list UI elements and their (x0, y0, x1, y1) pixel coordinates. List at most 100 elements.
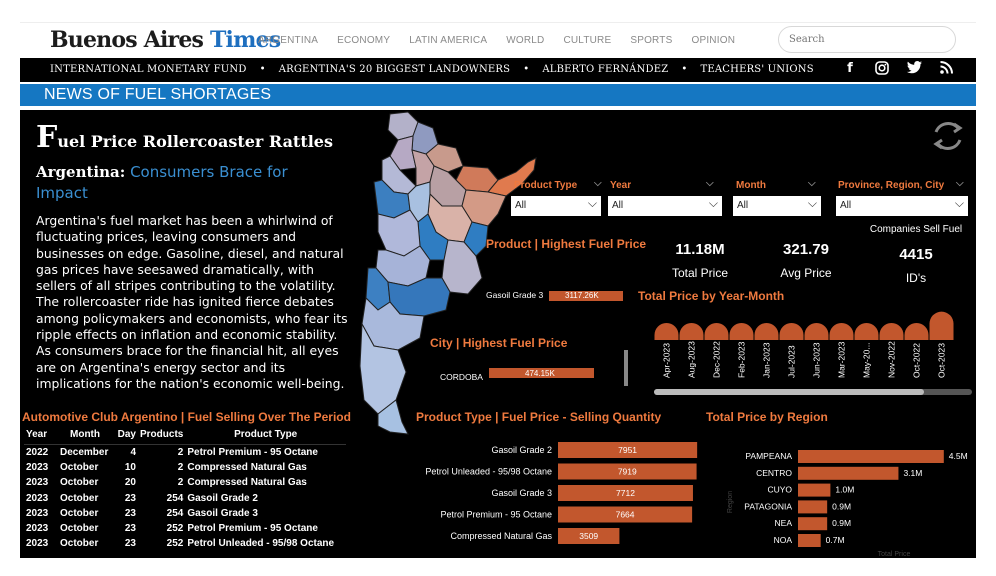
region-bar[interactable] (798, 466, 899, 480)
product-highest-bar[interactable] (549, 291, 623, 301)
year-month-tick-label: Feb-2023 (737, 341, 747, 378)
region-bar[interactable] (798, 534, 821, 547)
cell-day: 23 (124, 507, 136, 519)
region-value: 3.1M (903, 468, 922, 478)
province-entrerios[interactable] (463, 221, 489, 257)
fuel-selling-table: Year Month Day Products Product Type 202… (24, 428, 346, 552)
table-row[interactable]: 2023 October 20 2 Compressed Natural Gas (24, 475, 346, 490)
year-month-bar[interactable] (854, 323, 879, 340)
year-month-bar[interactable] (754, 323, 779, 340)
scrollbar-vertical[interactable] (624, 350, 628, 386)
province-mendoza[interactable] (377, 209, 421, 257)
column-header-product-type[interactable]: Product Type (185, 428, 346, 445)
region-bar[interactable] (798, 517, 828, 531)
product-type-chart: Gasoil Grade 2 7951 Petrol Unleaded - 95/9… (425, 442, 698, 544)
table-row[interactable]: 2023 October 23 254 Gasoil Grade 2 (24, 490, 346, 505)
year-month-bar[interactable] (779, 323, 804, 340)
nav-item-culture[interactable]: CULTURE (563, 35, 612, 46)
product-type-bar[interactable] (558, 506, 693, 523)
cell-product-type: Compressed Natural Gas (187, 477, 307, 489)
table-row[interactable]: 2023 October 23 252 Petrol Unleaded - 95/98 … (24, 536, 346, 551)
slicer-region[interactable]: All ⌵ (836, 196, 968, 216)
product-type-value: 7664 (616, 510, 635, 520)
slicer-product-type[interactable]: All ⌵ (511, 196, 601, 216)
product-type-bar[interactable] (558, 442, 698, 458)
slicer-label-month: Month ⌵ (736, 178, 816, 191)
year-month-bar[interactable] (804, 323, 829, 340)
province-tierradelfuego[interactable] (377, 399, 409, 435)
table-row[interactable]: 2023 October 23 254 Gasoil Grade 3 (24, 506, 346, 521)
year-month-bar[interactable] (879, 323, 904, 340)
year-month-bar[interactable] (729, 323, 754, 340)
column-header-month[interactable]: Month (58, 428, 112, 445)
year-month-tick-label: Oct-2022 (912, 343, 922, 378)
column-header-year[interactable]: Year (24, 428, 58, 445)
year-month-tick-label: Nov-2022 (887, 341, 897, 378)
social-links: f (842, 61, 954, 77)
site-logo[interactable]: Buenos Aires Times (50, 27, 281, 53)
cell-product-type: Gasoil Grade 3 (187, 507, 258, 519)
chevron-down-icon[interactable]: ⌵ (706, 178, 714, 189)
topic-teachers-unions[interactable]: TEACHERS' UNIONS (700, 64, 814, 75)
region-bar[interactable] (798, 450, 944, 463)
twitter-icon[interactable] (906, 61, 922, 77)
topic-imf[interactable]: INTERNATIONAL MONETARY FUND (50, 64, 247, 75)
nav-item-world[interactable]: WORLD (506, 35, 545, 46)
column-header-products[interactable]: Products (138, 428, 186, 445)
slicer-label-year: Year ⌵ (610, 178, 714, 191)
chevron-down-icon[interactable]: ⌵ (808, 178, 816, 189)
cell-year: 2023 (26, 507, 49, 519)
region-label: PATAGONIA (744, 501, 792, 511)
cell-day: 23 (124, 538, 136, 550)
year-month-bar[interactable] (679, 323, 704, 340)
year-month-bar[interactable] (654, 323, 679, 340)
topic-alberto-fernandez[interactable]: ALBERTO FERNÁNDEZ (542, 64, 669, 75)
year-month-bar[interactable] (704, 323, 729, 340)
cell-products: 254 (166, 507, 184, 519)
cell-product-type: Gasoil Grade 2 (187, 492, 258, 504)
cell-month: October (60, 538, 99, 550)
instagram-icon[interactable] (874, 61, 890, 77)
nav-item-opinion[interactable]: OPINION (691, 35, 736, 46)
product-type-bar[interactable] (558, 528, 620, 544)
cell-month: October (60, 507, 99, 519)
product-type-bar[interactable] (558, 463, 697, 480)
nav-item-economy[interactable]: ECONOMY (337, 35, 391, 46)
table-row[interactable]: 2023 October 10 2 Compressed Natural Gas (24, 460, 346, 475)
nav-item-sports[interactable]: SPORTS (630, 35, 673, 46)
nav-item-latin-america[interactable]: LATIN AMERICA (409, 35, 488, 46)
region-bar[interactable] (798, 483, 831, 497)
refresh-icon[interactable] (928, 116, 968, 156)
main-nav: ARGENTINA ECONOMY LATIN AMERICA WORLD CU… (258, 35, 754, 46)
facebook-icon[interactable]: f (847, 61, 853, 76)
region-bar[interactable] (798, 500, 828, 514)
scrollbar-thumb[interactable] (654, 389, 924, 395)
year-month-tick-label: Apr-2023 (662, 343, 672, 378)
nav-item-argentina[interactable]: ARGENTINA (258, 35, 319, 46)
city-highest-value: 474.15K (525, 369, 555, 378)
chevron-down-icon: ⌵ (954, 196, 964, 210)
year-month-tick-label: Jan-2023 (762, 342, 772, 378)
rss-icon[interactable] (938, 61, 954, 77)
product-highest-value: 3117.26K (565, 291, 599, 300)
column-header-day[interactable]: Day (112, 428, 138, 445)
city-highest-bar[interactable] (489, 368, 594, 378)
year-month-bar[interactable] (829, 323, 854, 340)
section-title: NEWS OF FUEL SHORTAGES (44, 86, 272, 103)
table-row[interactable]: 2022 December 4 2 Petrol Premium - 95 Octane (24, 445, 346, 460)
year-month-bar[interactable] (904, 323, 929, 340)
product-type-bar[interactable] (558, 485, 693, 501)
slicer-year[interactable]: All ⌵ (608, 196, 722, 216)
argentina-map[interactable] (338, 110, 568, 440)
chevron-down-icon[interactable]: ⌵ (956, 178, 964, 189)
chevron-down-icon[interactable]: ⌵ (594, 178, 602, 189)
search-input[interactable] (778, 26, 956, 53)
year-month-tick-label: Aug-2023 (687, 341, 697, 378)
product-type-value: 7951 (618, 445, 637, 455)
year-month-bar[interactable] (929, 311, 954, 340)
topic-landowners[interactable]: ARGENTINA'S 20 BIGGEST LANDOWNERS (278, 64, 511, 75)
year-month-chart: Apr-2023 Aug-2023 Dec-2022 Feb-2023 Jan-2023… (654, 311, 972, 395)
slicer-month[interactable]: All ⌵ (733, 196, 821, 216)
table-row[interactable]: 2023 October 23 252 Petrol Premium - 95 Octa… (24, 521, 346, 536)
cell-products: 254 (166, 492, 184, 504)
